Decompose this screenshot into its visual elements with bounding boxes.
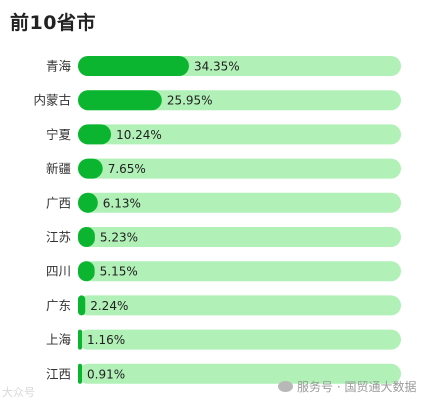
value-label: 10.24% [116, 128, 162, 142]
wechat-icon [278, 381, 293, 392]
bar-track [78, 227, 401, 247]
category-label: 江苏 [46, 230, 71, 245]
category-label: 四川 [46, 264, 71, 279]
value-label: 1.16% [87, 333, 125, 347]
bar [78, 329, 82, 350]
value-label: 5.15% [100, 265, 138, 279]
value-label: 6.13% [103, 196, 141, 210]
category-label: 上海 [46, 332, 72, 347]
bar-track [78, 363, 401, 384]
bar [78, 227, 95, 247]
category-label: 广西 [46, 195, 71, 210]
category-label: 新疆 [46, 161, 71, 176]
category-label: 宁夏 [46, 127, 72, 142]
bar [78, 90, 162, 111]
bar-track [78, 192, 401, 213]
bar-track [78, 295, 401, 316]
bar-track [78, 261, 401, 282]
value-label: 7.65% [108, 162, 146, 176]
category-label: 青海 [46, 59, 72, 74]
value-label: 5.23% [100, 231, 138, 245]
bar [78, 56, 189, 76]
value-label: 0.91% [87, 367, 125, 381]
category-label: 江西 [46, 366, 71, 381]
value-label: 2.24% [90, 299, 128, 313]
category-label: 内蒙古 [33, 93, 71, 108]
bar [78, 192, 98, 213]
watermark-text: 服务号 · 国贸通大数据 [297, 380, 417, 394]
value-label: 25.95% [167, 94, 213, 108]
chart-title: 前10省市 [10, 12, 96, 34]
watermark-left: 大众号 [2, 386, 35, 399]
bar-track [78, 124, 401, 145]
bar [78, 363, 82, 384]
watermark-right: 服务号 · 国贸通大数据 [278, 378, 416, 395]
category-label: 广东 [46, 298, 71, 313]
bar-track [78, 158, 401, 179]
bar [78, 124, 112, 145]
bar-track [78, 329, 401, 350]
bar [78, 261, 95, 282]
bar [78, 295, 86, 316]
bar [78, 158, 103, 179]
value-label: 34.35% [194, 60, 240, 74]
